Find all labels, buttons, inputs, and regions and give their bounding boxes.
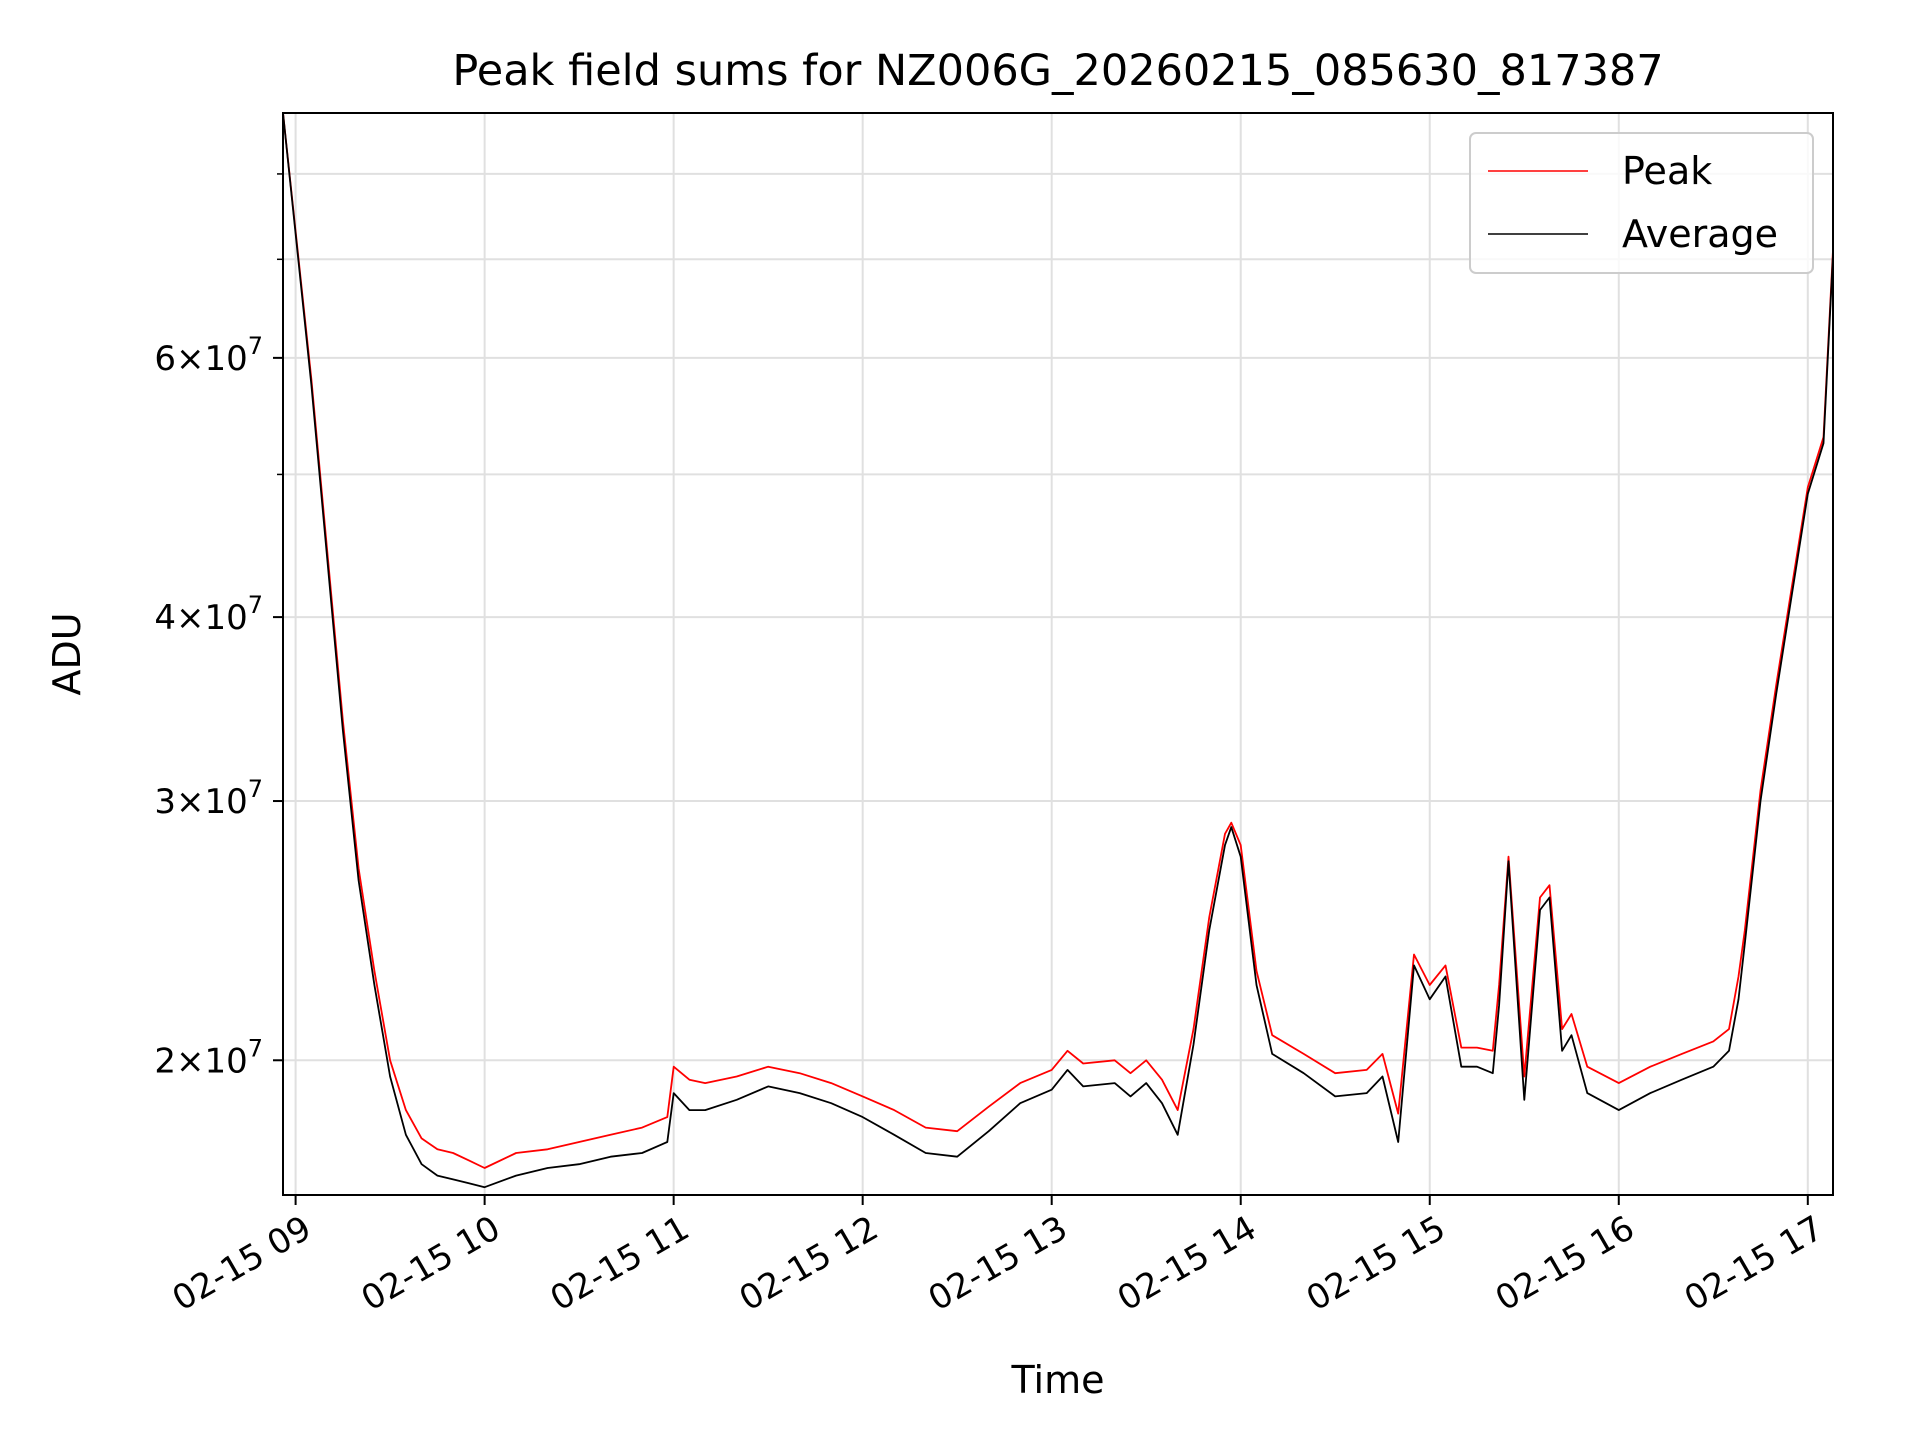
legend-label-peak: Peak	[1622, 149, 1712, 193]
legend-box	[1469, 132, 1814, 274]
y-tick-label: 6×107	[154, 332, 263, 379]
series-line-peak	[283, 113, 1833, 1169]
plot-series	[283, 113, 1833, 1189]
legend-label-average: Average	[1622, 212, 1778, 256]
y-tick-label: 3×107	[154, 775, 263, 822]
plot-frame	[282, 112, 1834, 1196]
chart-title: Peak field sums for NZ006G_20260215_0856…	[452, 46, 1663, 96]
y-tick-label: 2×107	[154, 1034, 263, 1081]
x-axis-label: Time	[1011, 1358, 1105, 1402]
y-tick-label: 4×107	[154, 591, 263, 638]
y-axis-label: ADU	[45, 612, 89, 695]
grid-lines	[283, 113, 1833, 1195]
legend: Peak Average	[1469, 132, 1814, 274]
series-line-average	[283, 113, 1833, 1189]
